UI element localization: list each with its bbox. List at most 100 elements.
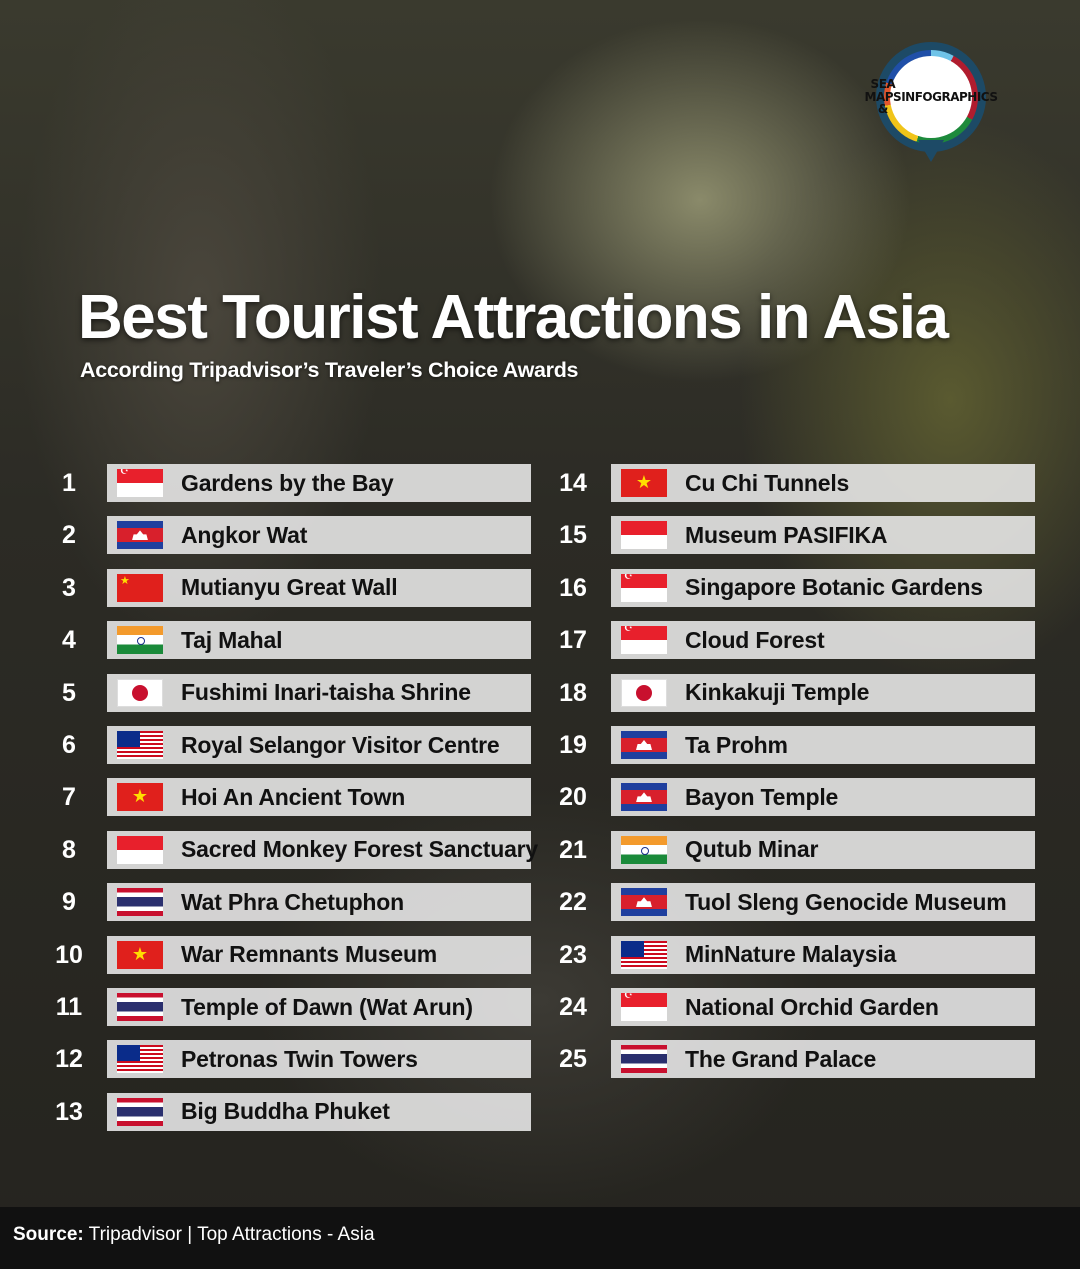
attraction-name: MinNature Malaysia <box>685 941 897 968</box>
flag-th-icon <box>117 1097 163 1126</box>
subtitle: According Tripadvisor’s Traveler’s Choic… <box>80 358 579 382</box>
rank-number: 5 <box>62 678 76 707</box>
item-bar: Tuol Sleng Genocide Museum <box>611 883 1035 922</box>
flag-th-icon <box>117 993 163 1021</box>
item-bar: Temple of Dawn (Wat Arun) <box>107 988 531 1026</box>
flag-my-icon <box>117 1045 163 1074</box>
attraction-name: Sacred Monkey Forest Sanctuary <box>181 836 539 863</box>
rank-number: 10 <box>55 940 83 969</box>
item-bar: Gardens by the Bay <box>107 464 531 502</box>
attraction-name: Cloud Forest <box>685 626 825 653</box>
item-bar: Cu Chi Tunnels <box>611 464 1035 502</box>
rank-number: 23 <box>559 940 587 969</box>
list-item: 10 War Remnants Museum <box>55 935 531 974</box>
flag-id-icon <box>117 835 163 864</box>
logo-line1: SEA MAPS & <box>864 77 902 117</box>
attraction-name: Angkor Wat <box>181 521 308 548</box>
list-item: 13 Big Buddha Phuket <box>55 1092 531 1131</box>
flag-in-icon <box>117 626 163 655</box>
source-text: Tripadvisor | Top Attractions - Asia <box>83 1224 375 1245</box>
flag-id-icon <box>621 521 667 550</box>
list-item: 11 Temple of Dawn (Wat Arun) <box>56 988 531 1026</box>
item-bar: Fushimi Inari-taisha Shrine <box>107 673 531 712</box>
rank-number: 12 <box>55 1045 83 1074</box>
list-item: 9 Wat Phra Chetuphon <box>62 883 531 922</box>
footer: Source: Tripadvisor | Top Attractions - … <box>0 1207 1080 1269</box>
list-item: 4 Taj Mahal <box>62 621 531 660</box>
item-bar: The Grand Palace <box>611 1040 1035 1079</box>
attraction-name: National Orchid Garden <box>685 993 939 1020</box>
item-bar: Singapore Botanic Gardens <box>611 568 1035 607</box>
flag-th-icon <box>621 1045 667 1074</box>
item-bar: Big Buddha Phuket <box>107 1092 531 1131</box>
flag-kh-icon <box>117 521 163 550</box>
logo-ring: SEA MAPS & INFOGRAPHICS <box>865 50 998 144</box>
rank-number: 25 <box>559 1045 587 1074</box>
attraction-name: Hoi An Ancient Town <box>181 783 406 810</box>
flag-kh-icon <box>621 783 667 812</box>
rank-number: 3 <box>62 573 76 602</box>
list-item: 5 Fushimi Inari-taisha Shrine <box>62 673 531 712</box>
item-bar: Bayon Temple <box>611 778 1035 817</box>
rank-number: 24 <box>559 993 587 1021</box>
flag-vn-icon <box>621 469 667 497</box>
flag-sg-icon <box>117 469 163 497</box>
item-bar: MinNature Malaysia <box>611 935 1035 974</box>
attraction-name: Temple of Dawn (Wat Arun) <box>181 993 473 1020</box>
attraction-name: Wat Phra Chetuphon <box>181 888 404 915</box>
rank-number: 4 <box>62 626 76 655</box>
flag-my-icon <box>621 940 667 969</box>
flag-in-icon <box>621 835 667 864</box>
item-bar: Ta Prohm <box>611 726 1035 764</box>
source-label: Source: <box>13 1224 84 1245</box>
item-bar: Hoi An Ancient Town <box>107 778 531 817</box>
flag-kh-icon <box>621 731 667 759</box>
item-bar: Royal Selangor Visitor Centre <box>107 726 531 764</box>
rank-number: 13 <box>55 1097 83 1126</box>
list-item: 22 Tuol Sleng Genocide Museum <box>559 883 1035 922</box>
page-title: Best Tourist Attractions in Asia <box>78 283 949 352</box>
rank-number: 7 <box>62 783 76 812</box>
rank-number: 18 <box>559 678 587 707</box>
list-item: 18 Kinkakuji Temple <box>559 673 1035 712</box>
item-bar: Taj Mahal <box>107 621 531 660</box>
item-bar: Cloud Forest <box>611 621 1035 660</box>
attraction-name: Ta Prohm <box>685 731 788 758</box>
item-bar: War Remnants Museum <box>107 935 531 974</box>
attraction-name: Big Buddha Phuket <box>181 1098 390 1125</box>
rank-number: 11 <box>55 993 83 1021</box>
rank-number: 20 <box>559 783 587 812</box>
list-item: 7 Hoi An Ancient Town <box>62 778 531 817</box>
list-item: 2 Angkor Wat <box>62 516 531 555</box>
item-bar: Museum PASIFIKA <box>611 516 1035 555</box>
rank-number: 1 <box>62 469 76 497</box>
attraction-name: Petronas Twin Towers <box>181 1045 418 1072</box>
list-item: 3 Mutianyu Great Wall <box>62 568 531 607</box>
attraction-name: Museum PASIFIKA <box>685 521 888 548</box>
logo-text: SEA MAPS & INFOGRAPHICS <box>865 56 998 138</box>
flag-sg-icon <box>621 626 667 655</box>
flag-sg-icon <box>621 573 667 602</box>
item-bar: Angkor Wat <box>107 516 531 555</box>
list-item: 19 Ta Prohm <box>559 726 1035 764</box>
list-item: 20 Bayon Temple <box>559 778 1035 817</box>
rank-number: 14 <box>559 469 587 497</box>
list-item: 8 Sacred Monkey Forest Sanctuary <box>62 830 538 869</box>
flag-th-icon <box>117 888 163 917</box>
flag-sg-icon <box>621 993 667 1021</box>
logo-line2: INFOGRAPHICS <box>901 89 998 104</box>
attraction-name: Gardens by the Bay <box>181 469 394 496</box>
attraction-name: Qutub Minar <box>685 836 819 863</box>
item-bar: Wat Phra Chetuphon <box>107 883 531 922</box>
list-item: 25 The Grand Palace <box>559 1040 1035 1079</box>
list-item: 1 Gardens by the Bay <box>62 464 531 502</box>
attraction-name: Royal Selangor Visitor Centre <box>181 731 500 758</box>
list-item: 14 Cu Chi Tunnels <box>559 464 1035 502</box>
item-bar: Mutianyu Great Wall <box>107 568 531 607</box>
item-bar: Kinkakuji Temple <box>611 673 1035 712</box>
attraction-name: Fushimi Inari-taisha Shrine <box>181 679 471 706</box>
flag-jp-icon <box>117 678 163 707</box>
attraction-name: Tuol Sleng Genocide Museum <box>685 888 1007 915</box>
rank-number: 21 <box>559 835 587 864</box>
rank-number: 17 <box>559 626 587 655</box>
